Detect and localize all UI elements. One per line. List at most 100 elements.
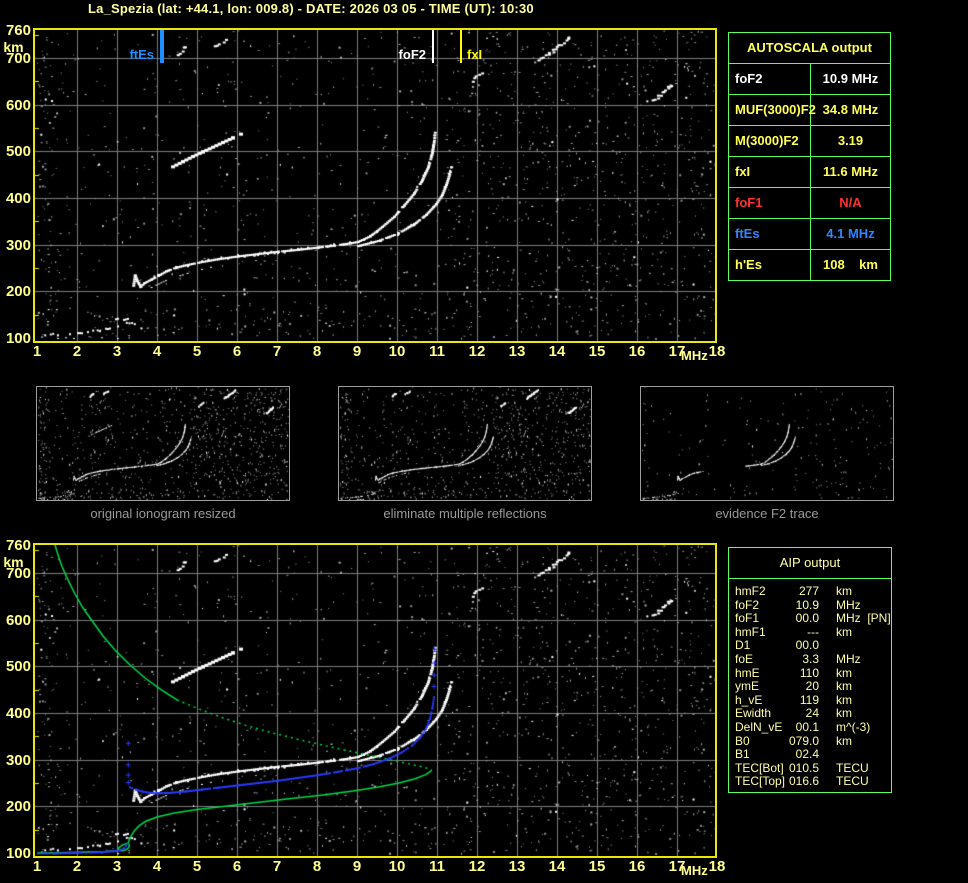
aip-row-unit: MHz	[836, 651, 861, 666]
ionogram-canvas-bottom	[35, 545, 715, 856]
autoscala-table-row: MUF(3000)F2 34.8 MHz	[729, 95, 890, 126]
aip-table-row: hmF1 --- km	[729, 624, 891, 640]
aip-row-value: 02.4	[795, 747, 819, 762]
x-axis-label: 8	[312, 858, 322, 875]
x-axis-label: 4	[152, 343, 162, 360]
aip-row-label: hmE	[735, 665, 760, 680]
aip-row-unit: MHz [PN]	[836, 611, 891, 626]
aip-table-row: TEC[Top] 016.6 TECU	[729, 775, 891, 789]
fxi-marker-label: fxI	[467, 47, 483, 62]
autoscala-table-rows: foF2 10.9 MHz MUF(3000)F2 34.8 MHz M(3000)F2…	[729, 64, 890, 280]
autoscala-table-row: h'Es 108 km	[729, 250, 890, 280]
aip-row-label: Ewidth	[735, 706, 772, 721]
x-axis-label: 13	[508, 343, 526, 360]
y-axis-label: 100	[5, 330, 31, 347]
x-axis-label: 7	[272, 343, 282, 360]
x-axis-label: 6	[232, 343, 242, 360]
x-axis-label: 6	[232, 858, 242, 875]
aip-row-label: DelN_vE	[735, 719, 783, 734]
x-axis-label: 9	[352, 343, 362, 360]
aip-row-label: D1	[735, 638, 751, 653]
aip-row-label: B1	[735, 747, 750, 762]
autoscala-row-label: h'Es	[729, 250, 811, 280]
aip-row-value: 277	[798, 584, 819, 598]
autoscala-row-label: M(3000)F2	[729, 126, 811, 156]
aip-table-row: Ewidth 24 km	[729, 707, 891, 721]
y-axis-label: 300	[5, 236, 31, 254]
autoscala-table-header: AUTOSCALA output	[729, 33, 890, 64]
aip-row-label: B0	[735, 733, 750, 748]
autoscala-row-label: MUF(3000)F2	[729, 95, 816, 125]
x-axis-label: 17	[668, 343, 686, 360]
ionogram-plot-bottom	[33, 543, 717, 858]
autoscala-row-label: foF2	[729, 64, 811, 94]
aip-table-row: B0 079.0 km	[729, 733, 891, 749]
x-axis-label: 1	[32, 858, 42, 875]
aip-row-value: 00.1	[795, 719, 819, 734]
y-axis-label: 700	[5, 565, 31, 582]
y-axis-label: 200	[5, 283, 31, 301]
y-axis-label: 200	[5, 798, 31, 816]
x-axis-label: 18	[708, 858, 726, 875]
aip-row-value: 119	[799, 692, 819, 707]
aip-row-label: TEC[Top]	[735, 774, 786, 789]
aip-table-row: hmF2 277 km	[729, 584, 891, 599]
autoscala-row-value: 4.1 MHz	[826, 226, 875, 241]
aip-row-label: foE	[735, 651, 754, 666]
aip-table-rows: hmF2 277 km foF2 10.9 MHz foF1 00.0 MHz [PN] hmF1…	[729, 579, 891, 789]
x-axis-label: 14	[548, 343, 566, 360]
x-axis-label: 3	[112, 343, 122, 360]
y-axis-label: 760	[5, 537, 31, 554]
x-axis-unit: MHz	[681, 863, 708, 878]
x-axis-label: 16	[628, 343, 646, 360]
x-axis-unit: MHz	[681, 348, 708, 363]
thumbnail-caption: original ionogram resized	[90, 506, 236, 521]
autoscala-row-value: N/A	[839, 195, 862, 210]
x-axis-label: 9	[352, 858, 362, 875]
ionogram-canvas-top	[35, 30, 715, 341]
x-axis-label: 2	[72, 343, 82, 360]
aip-row-label: h_vE	[735, 692, 763, 707]
y-axis-label: 400	[5, 705, 31, 722]
x-axis-label: 12	[468, 858, 486, 875]
y-axis-label: 760	[5, 22, 31, 39]
aip-row-label: foF1	[735, 611, 760, 626]
x-axis-label: 3	[112, 858, 122, 875]
aip-table-row: foE 3.3 MHz	[729, 651, 891, 667]
autoscala-row-label: fxI	[729, 157, 811, 187]
y-axis-label: 700	[5, 50, 31, 67]
y-axis-unit: km	[3, 39, 24, 55]
aip-row-unit: km	[836, 706, 852, 721]
aip-row-unit: km	[836, 624, 852, 639]
aip-row-unit: km	[836, 584, 852, 598]
x-axis-label: 18	[708, 343, 726, 360]
aip-row-label: ymE	[735, 679, 759, 694]
autoscala-row-value: 10.9 MHz	[822, 71, 879, 86]
aip-row-unit: km	[836, 733, 852, 748]
autoscala-table-row: foF1 N/A	[729, 188, 890, 219]
autoscala-row-label: ftEs	[729, 219, 811, 249]
x-axis-label: 13	[508, 858, 526, 875]
aip-table-row: foF1 00.0 MHz [PN]	[729, 612, 891, 626]
x-axis-label: 17	[668, 858, 686, 875]
autoscala-table-row: M(3000)F2 3.19	[729, 126, 890, 157]
aip-row-value: 3.3	[802, 651, 819, 666]
thumbnail-3	[640, 386, 894, 501]
aip-row-value: 00.0	[795, 611, 819, 626]
x-axis-label: 8	[312, 343, 322, 360]
x-axis-label: 1	[32, 343, 42, 360]
aip-row-unit: m^(-3)	[836, 719, 871, 734]
aip-row-value: ---	[807, 624, 819, 639]
aip-row-value: 016.6	[788, 774, 819, 789]
x-axis-label: 12	[468, 343, 486, 360]
x-axis-label: 11	[429, 858, 445, 875]
aip-row-value: 010.5	[788, 760, 819, 775]
aip-table-header: AIP output	[729, 548, 891, 579]
aip-table-row: foF2 10.9 MHz	[729, 598, 891, 613]
aip-table-row: D1 00.0	[729, 639, 891, 653]
autoscala-row-label: foF1	[729, 188, 811, 218]
autoscala-table-row: fxI 11.6 MHz	[729, 157, 890, 188]
x-axis-label: 5	[192, 343, 202, 360]
y-axis-label: 400	[5, 190, 31, 207]
aip-row-value: 20	[805, 679, 819, 694]
